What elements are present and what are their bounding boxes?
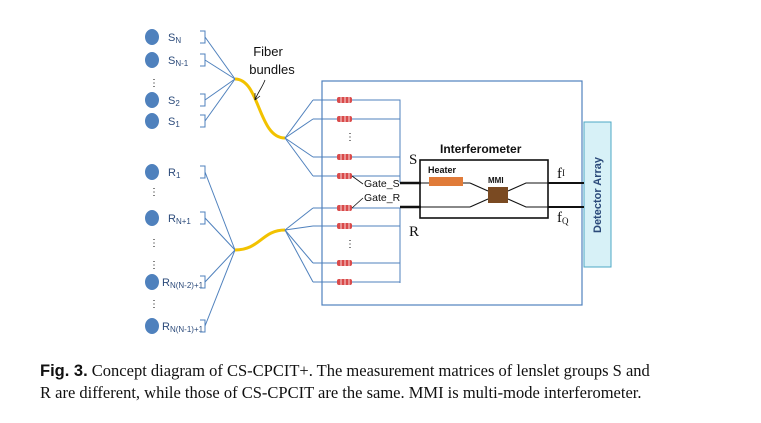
source-labels: SN SN-1 S2 S1 R1 RN+1 RN(N-2)+1 RN(N-1)+… [162, 32, 204, 334]
coupler [337, 205, 352, 211]
port-s-label: S [409, 152, 417, 168]
svg-text:R1: R1 [168, 167, 181, 180]
svg-text:⋮: ⋮ [345, 239, 355, 250]
svg-text:RN(N-2)+1: RN(N-2)+1 [162, 277, 204, 290]
label-s2: S [168, 95, 175, 107]
coupler [337, 260, 352, 266]
coupler [337, 154, 352, 160]
figure-caption: Fig. 3. Concept diagram of CS-CPCIT+. Th… [40, 360, 730, 404]
svg-text:S1: S1 [168, 116, 180, 129]
source-dot-sn-1 [145, 52, 159, 68]
source-dots: ⋮ ⋮ ⋮ ⋮ ⋮ [145, 29, 159, 334]
detector-label: Detector Array [592, 156, 604, 233]
svg-text:RN+1: RN+1 [168, 213, 191, 226]
source-dot-s2 [145, 92, 159, 108]
ref-dot-r1 [145, 164, 159, 180]
svg-text:⋮: ⋮ [149, 187, 159, 198]
coupler [337, 173, 352, 179]
fiber-label-line2: bundles [249, 62, 295, 77]
label-rn1: R [168, 213, 176, 225]
coupler [337, 116, 352, 122]
label-sn: S [168, 32, 175, 44]
ref-dot-rn-2 [145, 274, 159, 290]
svg-text:S2: S2 [168, 95, 180, 108]
concept-diagram: Detector Array ⋮ ⋮ ⋮ ⋮ ⋮ SN SN-1 S2 S1 R… [145, 29, 612, 334]
label-sn-1: S [168, 55, 175, 67]
caption-fig-label: Fig. 3. [40, 362, 88, 380]
label-rn-2: R [162, 277, 170, 289]
coupler [337, 97, 352, 103]
svg-text:⋮: ⋮ [345, 132, 355, 143]
detector-array [583, 121, 612, 268]
heater [429, 177, 463, 186]
fiber-label-line1: Fiber [253, 44, 283, 59]
coupler [337, 223, 352, 229]
ref-dot-rn1 [145, 210, 159, 226]
port-r-label: R [409, 224, 419, 240]
mmi-label: MMI [488, 176, 504, 185]
output-fq-label: fQ [557, 210, 569, 226]
svg-text:RN(N-1)+1: RN(N-1)+1 [162, 321, 204, 334]
output-fi-label: fI [557, 166, 565, 182]
fiber-fan-left [204, 36, 236, 327]
coupler [337, 279, 352, 285]
fiber-bundle-r [234, 228, 286, 252]
caption-line2: R are different, while those of CS-CPCIT… [40, 383, 642, 402]
fiber-bundle-s [234, 77, 286, 140]
gate-r-label: Gate_R [364, 192, 401, 204]
svg-text:SN: SN [168, 32, 181, 45]
mmi [488, 187, 508, 203]
fiber-fan-right [284, 99, 337, 283]
ref-dot-rn-1 [145, 318, 159, 334]
source-dot-s1 [145, 113, 159, 129]
label-rn-1: R [162, 321, 170, 333]
interferometer-label: Interferometer [440, 142, 522, 156]
interferometer-arms [420, 182, 548, 208]
svg-text:⋮: ⋮ [149, 299, 159, 310]
svg-text:⋮: ⋮ [149, 260, 159, 271]
caption-line1: Concept diagram of CS-CPCIT+. The measur… [91, 361, 650, 380]
fiber-pointer [254, 79, 266, 101]
label-s1: S [168, 116, 175, 128]
label-r1: R [168, 167, 176, 179]
heater-label: Heater [428, 165, 457, 175]
source-dot-sn [145, 29, 159, 45]
svg-text:⋮: ⋮ [149, 238, 159, 249]
gate-s-label: Gate_S [364, 178, 400, 190]
source-ellipsis: ⋮ [149, 78, 159, 89]
svg-text:SN-1: SN-1 [168, 55, 189, 68]
